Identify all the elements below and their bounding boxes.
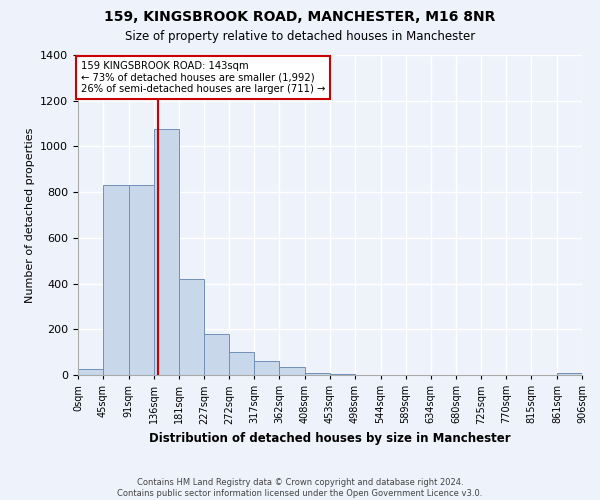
Text: 159, KINGSBROOK ROAD, MANCHESTER, M16 8NR: 159, KINGSBROOK ROAD, MANCHESTER, M16 8N… bbox=[104, 10, 496, 24]
X-axis label: Distribution of detached houses by size in Manchester: Distribution of detached houses by size … bbox=[149, 432, 511, 445]
Bar bbox=[154, 130, 179, 375]
Bar bbox=[103, 186, 128, 375]
Bar bbox=[179, 279, 204, 375]
Bar bbox=[204, 334, 229, 375]
Text: Size of property relative to detached houses in Manchester: Size of property relative to detached ho… bbox=[125, 30, 475, 43]
Bar bbox=[254, 362, 280, 375]
Bar bbox=[330, 374, 355, 375]
Bar bbox=[280, 367, 305, 375]
Y-axis label: Number of detached properties: Number of detached properties bbox=[25, 128, 35, 302]
Bar bbox=[128, 186, 154, 375]
Bar bbox=[305, 372, 330, 375]
Text: Contains HM Land Registry data © Crown copyright and database right 2024.
Contai: Contains HM Land Registry data © Crown c… bbox=[118, 478, 482, 498]
Bar bbox=[229, 352, 254, 375]
Text: 159 KINGSBROOK ROAD: 143sqm
← 73% of detached houses are smaller (1,992)
26% of : 159 KINGSBROOK ROAD: 143sqm ← 73% of det… bbox=[81, 60, 325, 94]
Bar bbox=[78, 370, 103, 375]
Bar bbox=[557, 372, 582, 375]
